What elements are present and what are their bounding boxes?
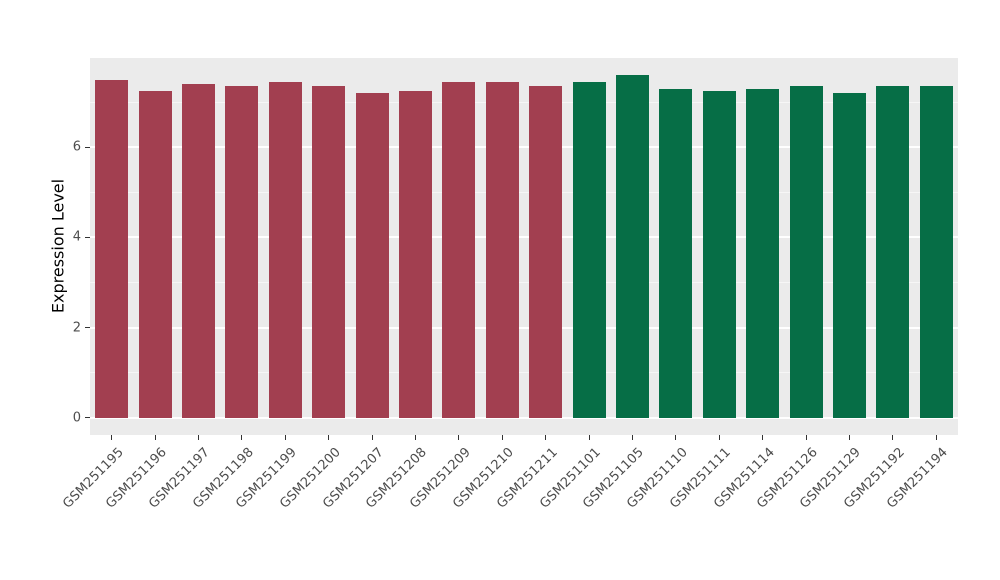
x-tick-mark — [458, 435, 460, 440]
bar — [485, 81, 519, 418]
bar — [529, 86, 563, 418]
x-tick-mark — [371, 435, 373, 440]
x-tick-mark — [198, 435, 199, 440]
x-tick-mark — [588, 435, 590, 440]
major-gridline — [90, 236, 958, 239]
bar — [182, 84, 215, 418]
y-tick-label: 2 — [72, 320, 81, 336]
x-tick-mark — [545, 435, 547, 440]
bar — [355, 93, 389, 418]
x-tick-mark — [415, 435, 416, 440]
y-tick-mark — [85, 236, 90, 238]
plot-panel — [90, 58, 958, 435]
minor-gridline — [90, 282, 958, 284]
bar — [312, 86, 346, 418]
bar — [919, 86, 953, 418]
x-tick-mark — [632, 435, 633, 440]
y-tick-label: 0 — [72, 410, 81, 426]
y-tick-mark — [85, 327, 90, 329]
bar — [746, 88, 780, 418]
bar — [268, 81, 302, 418]
x-tick-mark — [284, 435, 286, 440]
bar — [442, 81, 476, 418]
y-tick-mark — [85, 146, 90, 148]
x-tick-mark — [328, 435, 330, 440]
x-tick-mark — [762, 435, 764, 440]
bar — [616, 75, 649, 418]
x-tick-mark — [849, 435, 850, 440]
x-tick-mark — [718, 435, 720, 440]
x-tick-mark — [241, 435, 243, 440]
bar — [876, 86, 910, 418]
bar — [833, 93, 866, 418]
y-tick-label: 4 — [72, 229, 81, 245]
major-gridline — [90, 326, 958, 329]
major-gridline — [90, 146, 958, 149]
y-tick-mark — [85, 417, 90, 419]
x-tick-mark — [935, 435, 937, 440]
bar — [659, 88, 693, 418]
minor-gridline — [90, 101, 958, 103]
bar — [399, 90, 432, 418]
major-gridline — [90, 416, 958, 419]
y-tick-label: 6 — [72, 139, 81, 155]
x-tick-mark — [111, 435, 113, 440]
bar — [702, 90, 736, 418]
bar — [225, 86, 259, 418]
minor-gridline — [90, 191, 958, 193]
bar — [572, 81, 606, 418]
bar — [789, 86, 823, 418]
x-tick-mark — [501, 435, 503, 440]
y-axis-title: Expression Level — [48, 178, 68, 314]
minor-gridline — [90, 372, 958, 374]
x-tick-mark — [892, 435, 894, 440]
x-tick-mark — [675, 435, 677, 440]
x-tick-mark — [154, 435, 156, 440]
bar — [138, 90, 172, 418]
bar — [95, 79, 129, 418]
x-tick-mark — [805, 435, 807, 440]
